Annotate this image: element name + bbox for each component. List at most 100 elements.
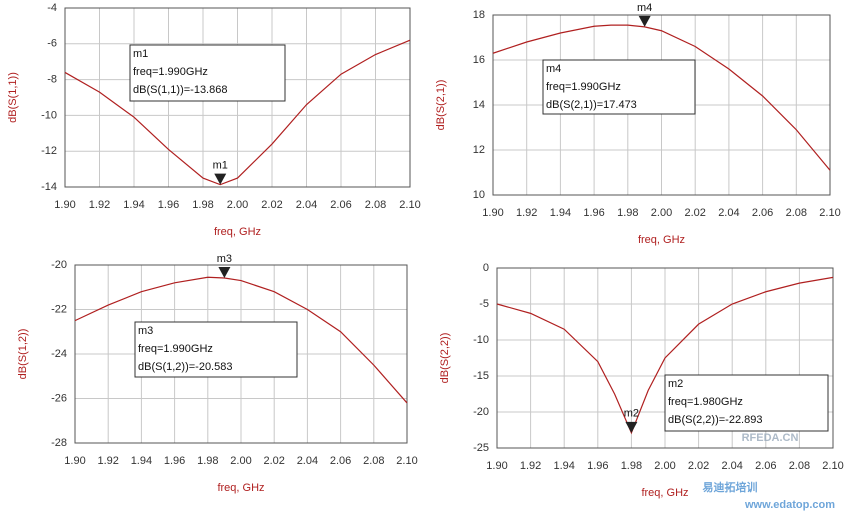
y-tick-label: 10 bbox=[473, 189, 485, 201]
x-tick-label: 1.90 bbox=[64, 455, 85, 467]
x-tick-label: 2.02 bbox=[263, 455, 284, 467]
x-axis-label: freq, GHz bbox=[641, 487, 688, 499]
x-tick-label: 2.02 bbox=[688, 460, 709, 472]
y-tick-label: -22 bbox=[51, 303, 67, 315]
y-tick-label: -12 bbox=[41, 145, 57, 157]
x-tick-label: 2.04 bbox=[718, 207, 739, 219]
y-tick-label: -10 bbox=[41, 109, 57, 121]
y-tick-label: 0 bbox=[483, 262, 489, 274]
marker-label: m3 bbox=[217, 253, 232, 265]
x-tick-label: 1.94 bbox=[550, 207, 571, 219]
x-tick-label: 1.98 bbox=[621, 460, 642, 472]
data-line bbox=[496, 276, 834, 435]
marker-text: dB(S(2,2))=-22.893 bbox=[668, 414, 762, 426]
marker-box bbox=[542, 59, 696, 115]
marker-text: m3 bbox=[138, 325, 153, 337]
marker-triangle bbox=[214, 173, 227, 185]
x-tick-label: 2.10 bbox=[399, 199, 420, 211]
x-tick-label: 1.96 bbox=[583, 207, 604, 219]
x-tick-label: 2.08 bbox=[363, 455, 384, 467]
x-tick-label: 1.92 bbox=[516, 207, 537, 219]
marker-text: m2 bbox=[668, 378, 683, 390]
x-tick-label: 1.98 bbox=[192, 199, 213, 211]
y-tick-label: -5 bbox=[479, 298, 489, 310]
marker-triangle bbox=[218, 266, 231, 278]
marker-label: m4 bbox=[637, 2, 652, 14]
plot-frame bbox=[492, 14, 831, 196]
y-tick-label: 18 bbox=[473, 9, 485, 21]
marker-label: m2 bbox=[624, 408, 639, 420]
marker-label: m1 bbox=[213, 160, 228, 172]
y-tick-label: 16 bbox=[473, 54, 485, 66]
marker-text: freq=1.980GHz bbox=[668, 396, 743, 408]
y-axis-label: dB(S(2,1)) bbox=[435, 80, 447, 131]
x-tick-label: 2.04 bbox=[297, 455, 318, 467]
x-tick-label: 2.10 bbox=[396, 455, 417, 467]
y-tick-label: -20 bbox=[51, 259, 67, 271]
x-tick-label: 2.08 bbox=[365, 199, 386, 211]
x-tick-label: 1.96 bbox=[158, 199, 179, 211]
marker-text: dB(S(1,1))=-13.868 bbox=[133, 84, 227, 96]
x-tick-label: 2.06 bbox=[330, 199, 351, 211]
watermark: RFEDA.CN bbox=[742, 432, 799, 444]
watermark: 易迪拓培训 bbox=[703, 480, 758, 494]
x-tick-label: 2.08 bbox=[786, 207, 807, 219]
marker-triangle bbox=[625, 421, 638, 433]
x-tick-label: 1.94 bbox=[123, 199, 144, 211]
x-tick-label: 1.98 bbox=[197, 455, 218, 467]
y-tick-label: -26 bbox=[51, 392, 67, 404]
y-tick-label: 14 bbox=[473, 99, 485, 111]
x-tick-label: 1.94 bbox=[553, 460, 574, 472]
x-tick-label: 2.06 bbox=[752, 207, 773, 219]
y-axis-label: dB(S(1,1)) bbox=[7, 72, 19, 123]
y-tick-label: -6 bbox=[47, 38, 57, 50]
marker-text: m1 bbox=[133, 48, 148, 60]
marker-triangle bbox=[638, 15, 651, 27]
x-axis-label: freq, GHz bbox=[638, 234, 685, 246]
y-tick-label: -8 bbox=[47, 74, 57, 86]
plot-frame bbox=[64, 7, 411, 188]
x-tick-label: 1.94 bbox=[131, 455, 152, 467]
data-line bbox=[74, 276, 408, 404]
x-tick-label: 1.90 bbox=[54, 199, 75, 211]
x-tick-label: 2.04 bbox=[296, 199, 317, 211]
marker-box bbox=[134, 321, 298, 378]
x-axis-label: freq, GHz bbox=[214, 226, 261, 238]
marker-text: dB(S(1,2))=-20.583 bbox=[138, 361, 232, 373]
plot-frame bbox=[496, 267, 834, 449]
x-tick-label: 2.00 bbox=[230, 455, 251, 467]
y-axis-label: dB(S(2,2)) bbox=[439, 333, 451, 384]
x-tick-label: 1.92 bbox=[89, 199, 110, 211]
y-tick-label: -28 bbox=[51, 437, 67, 449]
x-tick-label: 2.00 bbox=[227, 199, 248, 211]
y-tick-label: -14 bbox=[41, 181, 57, 193]
x-tick-label: 2.06 bbox=[330, 455, 351, 467]
y-tick-label: -25 bbox=[473, 442, 489, 454]
watermark: www.edatop.com bbox=[744, 499, 835, 511]
x-tick-label: 1.90 bbox=[486, 460, 507, 472]
y-tick-label: -24 bbox=[51, 348, 67, 360]
x-tick-label: 2.02 bbox=[684, 207, 705, 219]
y-tick-label: -20 bbox=[473, 406, 489, 418]
y-tick-label: -15 bbox=[473, 370, 489, 382]
x-tick-label: 1.92 bbox=[520, 460, 541, 472]
x-tick-label: 1.98 bbox=[617, 207, 638, 219]
x-tick-label: 1.96 bbox=[587, 460, 608, 472]
x-tick-label: 2.08 bbox=[789, 460, 810, 472]
x-tick-label: 2.00 bbox=[654, 460, 675, 472]
plot-frame bbox=[74, 264, 408, 444]
x-tick-label: 2.10 bbox=[822, 460, 843, 472]
x-tick-label: 2.04 bbox=[721, 460, 742, 472]
marker-text: m4 bbox=[546, 63, 561, 75]
marker-text: freq=1.990GHz bbox=[546, 81, 621, 93]
y-tick-label: 12 bbox=[473, 144, 485, 156]
marker-box bbox=[129, 44, 286, 102]
x-axis-label: freq, GHz bbox=[217, 482, 264, 494]
x-tick-label: 2.10 bbox=[819, 207, 840, 219]
y-tick-label: -4 bbox=[47, 2, 57, 14]
marker-text: dB(S(2,1))=17.473 bbox=[546, 99, 637, 111]
x-tick-label: 2.06 bbox=[755, 460, 776, 472]
x-tick-label: 2.02 bbox=[261, 199, 282, 211]
marker-text: freq=1.990GHz bbox=[138, 343, 213, 355]
